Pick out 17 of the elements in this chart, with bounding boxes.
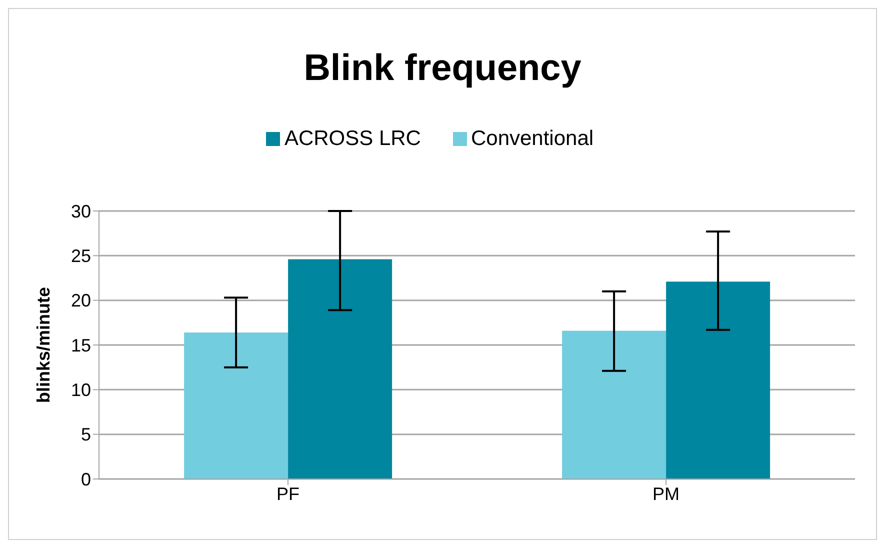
bar (184, 332, 288, 479)
x-tick-label: PF (276, 484, 300, 504)
bar (666, 282, 770, 479)
legend-label: ACROSS LRC (284, 127, 421, 150)
y-tick-label: 20 (70, 290, 91, 311)
chart-title: Blink frequency (302, 47, 582, 89)
bar (562, 330, 666, 479)
y-tick-label: 25 (70, 246, 91, 266)
legend-label: Conventional (470, 127, 594, 150)
y-tick-label: 10 (70, 380, 91, 400)
x-tick-label: PM (652, 484, 680, 504)
y-tick-label: 30 (70, 201, 91, 222)
y-axis-title: blinks/minute (33, 286, 54, 404)
y-tick-label: 5 (80, 424, 91, 445)
bar (288, 259, 392, 479)
y-tick-label: 0 (80, 469, 91, 490)
y-tick-label: 15 (70, 335, 91, 356)
